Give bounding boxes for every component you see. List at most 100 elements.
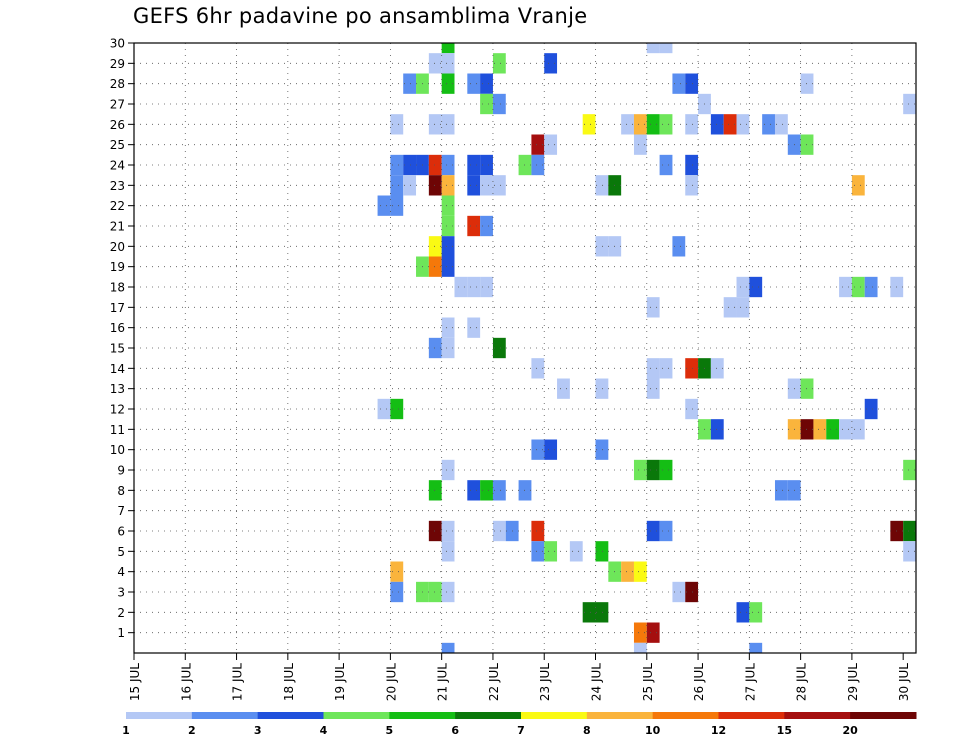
heatmap-cell: [685, 358, 699, 379]
y-axis: 1234567891011121314151617181920212223242…: [110, 37, 134, 640]
heatmap-cell: [480, 154, 493, 176]
heatmap-cell: [390, 195, 404, 216]
legend-swatch: [126, 712, 193, 719]
heatmap-cell: [851, 276, 865, 298]
y-tick-label: 17: [110, 301, 125, 315]
y-tick-label: 4: [117, 565, 125, 579]
y-tick-label: 26: [110, 118, 125, 132]
legend-swatch: [257, 712, 324, 719]
legend-label: 7: [517, 724, 525, 737]
y-tick-label: 24: [110, 159, 125, 173]
heatmap-cell: [672, 236, 686, 257]
y-tick-label: 5: [117, 545, 125, 559]
heatmap-cell: [569, 541, 583, 562]
legend-label: 20: [843, 724, 859, 737]
legend-swatch: [191, 712, 259, 719]
heatmap-cell: [480, 93, 493, 115]
y-tick-label: 9: [117, 464, 125, 478]
x-tick-label: 18 JUL: [282, 663, 296, 701]
heatmap-cell: [659, 114, 673, 135]
x-tick-label: 17 JUL: [231, 663, 245, 701]
heatmap-cell: [557, 378, 570, 399]
y-tick-label: 11: [110, 423, 125, 437]
heatmap-cell: [492, 520, 506, 542]
heatmap-cell: [480, 215, 493, 237]
heatmap-cell: [441, 581, 455, 603]
legend-swatch: [389, 712, 456, 719]
heatmap-cell: [903, 520, 916, 542]
heatmap-cell: [428, 256, 442, 277]
heatmap-cell: [595, 378, 609, 399]
heatmap-cell: [403, 154, 417, 176]
heatmap-cell: [595, 439, 609, 460]
heatmap-cell: [428, 175, 442, 196]
y-tick-label: 3: [117, 586, 125, 600]
heatmap-cell: [467, 276, 481, 298]
heatmap-cell: [685, 114, 699, 135]
legend-label: 1: [122, 724, 130, 737]
heatmap-cell: [864, 276, 878, 298]
heatmap-cell: [736, 602, 750, 623]
heatmap-cell: [441, 195, 455, 216]
heatmap-cell: [441, 337, 455, 359]
y-tick-label: 27: [110, 98, 125, 112]
heatmap-cell: [467, 317, 481, 338]
heatmap-cell: [672, 73, 686, 94]
heatmap-cell: [595, 602, 609, 623]
heatmap-cell: [659, 43, 673, 54]
x-tick-label: 29 JUL: [846, 663, 860, 701]
heatmap-cell: [659, 358, 673, 379]
x-tick-label: 20 JUL: [384, 663, 398, 701]
legend-swatch: [521, 712, 588, 719]
legend-label: 12: [711, 724, 726, 737]
heatmap-cell: [544, 439, 558, 460]
heatmap-cell: [377, 398, 391, 420]
heatmap-cell: [659, 154, 673, 176]
chart-title: GEFS 6hr padavine po ansamblima Vranje: [133, 4, 588, 28]
heatmap-cell: [492, 175, 506, 196]
y-tick-label: 16: [110, 321, 125, 335]
x-tick-label: 19 JUL: [333, 663, 347, 701]
heatmap-cell: [646, 378, 660, 399]
y-tick-label: 22: [110, 199, 125, 213]
y-tick-label: 18: [110, 281, 125, 295]
y-tick-label: 7: [117, 504, 125, 518]
heatmap-cell: [646, 114, 660, 135]
x-tick-label: 30 JUL: [897, 663, 911, 701]
heatmap-cell: [467, 215, 481, 237]
heatmap-cell: [774, 480, 788, 501]
legend-swatch: [850, 712, 917, 719]
heatmap-cell: [813, 419, 827, 440]
heatmap-cell: [441, 114, 455, 135]
heatmap-cell: [800, 134, 814, 155]
heatmap-cell: [441, 154, 455, 176]
y-tick-label: 15: [110, 342, 125, 356]
y-tick-label: 14: [110, 362, 125, 376]
legend-label: 5: [386, 724, 394, 737]
heatmap-cell: [903, 93, 916, 115]
y-tick-label: 21: [110, 220, 125, 234]
heatmap-cell: [492, 93, 506, 115]
heatmap-cell: [454, 276, 468, 298]
heatmap-cell: [428, 520, 442, 542]
heatmap-cell: [826, 419, 840, 440]
y-tick-label: 20: [110, 240, 125, 254]
heatmap-cell: [582, 114, 596, 135]
legend-swatch: [784, 712, 851, 719]
heatmap-cell: [480, 276, 493, 298]
heatmap-cell: [390, 154, 404, 176]
heatmap-cell: [441, 541, 455, 562]
heatmap-cell: [621, 561, 634, 582]
heatmap-cell: [685, 73, 699, 94]
legend-label: 3: [254, 724, 262, 737]
heatmap-cell: [903, 541, 916, 562]
heatmap-cell: [621, 114, 634, 135]
y-tick-label: 19: [110, 260, 125, 274]
heatmap-cell: [441, 236, 455, 257]
heatmap-cell: [467, 73, 481, 94]
legend-label: 10: [645, 724, 661, 737]
heatmap-cell: [441, 215, 455, 237]
heatmap-cell: [544, 541, 558, 562]
heatmap-cell: [544, 53, 558, 74]
